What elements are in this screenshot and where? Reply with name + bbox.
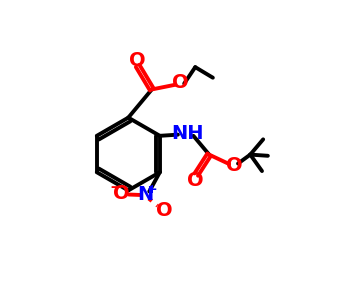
Text: O: O [187, 171, 203, 190]
Text: O: O [113, 184, 129, 203]
Text: O: O [172, 73, 189, 92]
Text: O: O [156, 202, 173, 221]
Text: O: O [226, 156, 242, 175]
Text: +: + [146, 183, 157, 196]
Text: −: − [109, 180, 122, 195]
Text: O: O [129, 51, 146, 70]
Text: NH: NH [171, 124, 203, 143]
Text: N: N [137, 185, 154, 204]
